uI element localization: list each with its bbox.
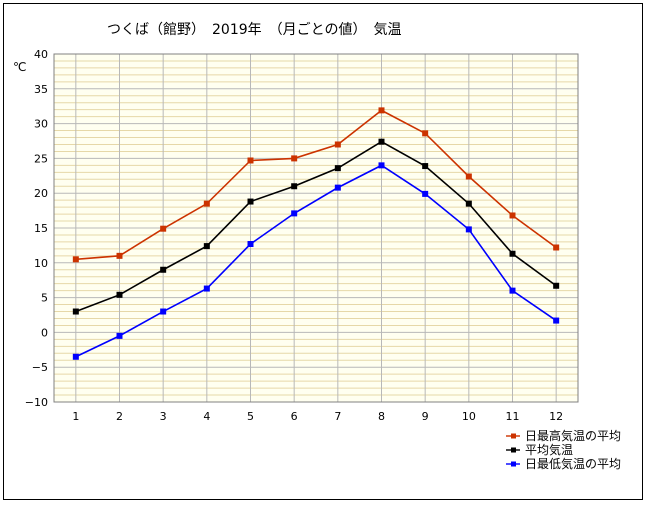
data-point	[247, 157, 254, 164]
data-point	[553, 282, 560, 289]
y-tick-label: 25	[34, 152, 48, 165]
x-tick-label: 10	[462, 410, 476, 423]
data-point	[116, 291, 123, 298]
data-point	[160, 308, 167, 315]
data-point	[291, 183, 298, 190]
data-point	[203, 200, 210, 207]
data-point	[203, 285, 210, 292]
y-tick-label: 10	[34, 257, 48, 270]
y-tick-label: 35	[34, 83, 48, 96]
data-point	[291, 155, 298, 162]
series-line	[75, 164, 557, 358]
data-point	[116, 252, 123, 259]
data-point	[160, 266, 167, 273]
legend-label: 日最低気温の平均	[525, 456, 621, 471]
legend-swatch-marker	[511, 447, 516, 453]
x-tick-label: 11	[506, 410, 520, 423]
y-tick-label: 30	[34, 118, 48, 131]
data-point	[291, 210, 298, 217]
x-tick-label: 6	[291, 410, 298, 423]
y-tick-label: 40	[34, 48, 48, 61]
data-point	[465, 200, 472, 207]
data-point	[334, 141, 341, 148]
x-tick-label: 7	[334, 410, 341, 423]
y-tick-label: 0	[41, 326, 48, 339]
x-tick-label: 3	[160, 410, 167, 423]
data-point	[247, 198, 254, 205]
data-point	[116, 332, 123, 339]
y-tick-label: 20	[34, 187, 48, 200]
series-line	[75, 140, 557, 313]
y-tick-label: −10	[25, 396, 48, 409]
data-point	[378, 162, 385, 169]
y-axis-unit: ℃	[13, 60, 26, 74]
y-tick-label: 5	[41, 292, 48, 305]
x-tick-label: 9	[422, 410, 429, 423]
data-point	[465, 226, 472, 233]
data-point	[509, 250, 516, 257]
data-point	[160, 225, 167, 232]
x-tick-label: 1	[72, 410, 79, 423]
data-point	[553, 317, 560, 324]
data-point	[509, 212, 516, 219]
x-tick-label: 8	[378, 410, 385, 423]
data-point	[247, 241, 254, 248]
data-point	[465, 173, 472, 180]
legend-label: 日最高気温の平均	[525, 428, 621, 443]
data-point	[72, 308, 79, 315]
legend-swatch-marker	[511, 433, 516, 439]
line-chart: つくば（館野） 2019年 （月ごとの値） 気温 ℃ 4035302520151…	[13, 21, 621, 471]
legend-label: 平均気温	[525, 442, 573, 457]
data-point	[334, 165, 341, 172]
data-point	[378, 107, 385, 114]
x-tick-label: 4	[203, 410, 210, 423]
data-point	[509, 287, 516, 294]
series-line	[75, 109, 557, 261]
data-point	[422, 163, 429, 170]
plot-border	[53, 53, 579, 403]
y-tick-label: 15	[34, 222, 48, 235]
data-point	[72, 353, 79, 360]
data-point	[422, 130, 429, 137]
legend-swatch-marker	[511, 461, 516, 467]
x-tick-label: 2	[116, 410, 123, 423]
data-point	[203, 243, 210, 250]
data-point	[553, 244, 560, 251]
data-point	[378, 138, 385, 145]
data-point	[334, 184, 341, 191]
data-point	[72, 256, 79, 263]
x-tick-label: 12	[549, 410, 563, 423]
x-tick-label: 5	[247, 410, 254, 423]
chart-title: つくば（館野） 2019年 （月ごとの値） 気温	[107, 21, 402, 38]
data-point	[422, 190, 429, 197]
y-tick-label: −5	[32, 361, 48, 374]
chart-frame: つくば（館野） 2019年 （月ごとの値） 気温 ℃ 40 35 30 25 20 15 1…	[3, 3, 643, 500]
